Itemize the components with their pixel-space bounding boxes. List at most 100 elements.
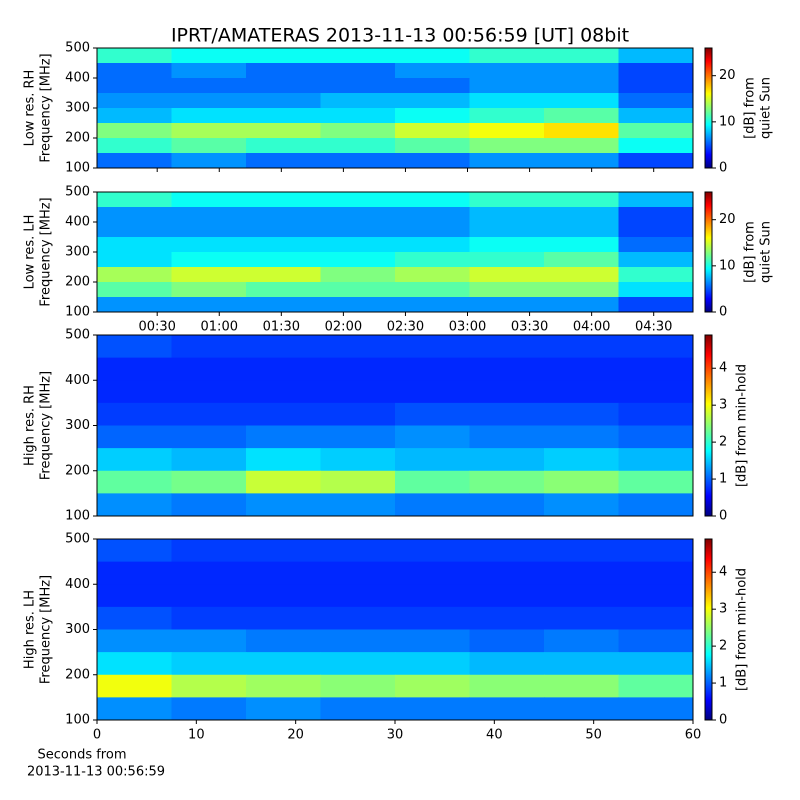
heatmap-cell bbox=[618, 335, 694, 359]
heatmap-cell bbox=[395, 539, 470, 563]
heatmap-cell bbox=[469, 297, 545, 313]
heatmap-cell bbox=[395, 222, 470, 238]
heatmap-cell bbox=[246, 63, 321, 79]
heatmap-cell bbox=[618, 222, 694, 238]
heatmap-cell bbox=[618, 297, 694, 313]
heatmap-cell bbox=[320, 652, 396, 676]
heatmap-cell bbox=[618, 78, 694, 94]
heatmap-cell bbox=[246, 606, 321, 630]
heatmap-cell bbox=[618, 652, 694, 676]
heatmap-cell bbox=[469, 252, 545, 268]
heatmap-cell bbox=[618, 207, 694, 223]
heatmap-cell bbox=[395, 93, 470, 109]
heatmap-cell bbox=[618, 108, 694, 124]
heatmap-cell bbox=[395, 153, 470, 169]
heatmap-cell bbox=[618, 48, 694, 64]
heatmap-cell bbox=[544, 652, 619, 676]
colorbar-tick-label: 0 bbox=[719, 161, 727, 176]
heatmap-cell bbox=[97, 138, 172, 154]
heatmap-cell bbox=[320, 297, 396, 313]
heatmap-cell bbox=[97, 335, 172, 359]
heatmap-cell bbox=[544, 153, 619, 169]
heatmap-cell bbox=[544, 493, 619, 517]
heatmap-cell bbox=[97, 697, 172, 721]
y-axis-label: Frequency [MHz] bbox=[39, 371, 54, 480]
heatmap-cell bbox=[469, 63, 545, 79]
heatmap-cell bbox=[544, 470, 619, 494]
y-axis-label: Frequency [MHz] bbox=[39, 197, 54, 306]
y-tick-label: 300 bbox=[65, 418, 90, 433]
heatmap-cell bbox=[246, 222, 321, 238]
heatmap-cell bbox=[171, 222, 247, 238]
heatmap-cell bbox=[395, 335, 470, 359]
heatmap-cell bbox=[469, 584, 545, 608]
colorbar-tick-label: 10 bbox=[719, 114, 736, 129]
x-tick-label: 01:30 bbox=[263, 320, 300, 335]
heatmap-cell bbox=[618, 93, 694, 109]
heatmap-cell bbox=[97, 652, 172, 676]
heatmap-cell bbox=[544, 357, 619, 381]
heatmap-cell bbox=[469, 425, 545, 449]
heatmap-cell bbox=[395, 470, 470, 494]
y-axis-label: Low res. RH bbox=[23, 70, 38, 147]
heatmap-cell bbox=[618, 584, 694, 608]
heatmap-cell bbox=[395, 493, 470, 517]
heatmap-cell bbox=[246, 402, 321, 426]
x-tick-label: 50 bbox=[585, 728, 602, 743]
x-tick-label: 00:30 bbox=[138, 320, 175, 335]
colorbar-tick-label: 0 bbox=[719, 305, 727, 320]
colorbar-tick-label: 0 bbox=[719, 713, 727, 728]
heatmap-cell bbox=[544, 282, 619, 298]
heatmap-cell bbox=[395, 48, 470, 64]
y-tick-label: 300 bbox=[65, 101, 90, 116]
colorbar-tick-label: 2 bbox=[719, 435, 727, 450]
heatmap-cell bbox=[395, 108, 470, 124]
heatmap-cell bbox=[320, 252, 396, 268]
heatmap-cell bbox=[544, 425, 619, 449]
heatmap-cell bbox=[246, 539, 321, 563]
heatmap-cell bbox=[171, 584, 247, 608]
heatmap-cell bbox=[395, 584, 470, 608]
heatmap-cell bbox=[320, 267, 396, 283]
heatmap-cell bbox=[171, 297, 247, 313]
heatmap-cell bbox=[320, 448, 396, 472]
heatmap-cell bbox=[97, 207, 172, 223]
colorbar-tick-label: 2 bbox=[719, 639, 727, 654]
heatmap-cell bbox=[469, 629, 545, 653]
heatmap-cell bbox=[246, 108, 321, 124]
heatmap-cell bbox=[469, 237, 545, 253]
heatmap-cell bbox=[171, 192, 247, 208]
heatmap-cell bbox=[469, 222, 545, 238]
heatmap-cell bbox=[246, 138, 321, 154]
heatmap-cell bbox=[469, 93, 545, 109]
heatmap-cell bbox=[395, 425, 470, 449]
heatmap-cell bbox=[395, 380, 470, 404]
heatmap-cell bbox=[469, 493, 545, 517]
heatmap-cell bbox=[395, 297, 470, 313]
heatmap-cell bbox=[246, 584, 321, 608]
colorbar-tick-label: 3 bbox=[719, 398, 727, 413]
heatmap-cell bbox=[320, 123, 396, 139]
y-tick-label: 200 bbox=[65, 131, 90, 146]
x-tick-label: 0 bbox=[93, 728, 101, 743]
heatmap-cell bbox=[246, 335, 321, 359]
colorbar bbox=[704, 47, 713, 169]
heatmap-cell bbox=[97, 402, 172, 426]
heatmap-cell bbox=[320, 78, 396, 94]
x-tick-label: 10 bbox=[188, 728, 205, 743]
heatmap-cell bbox=[320, 674, 396, 698]
heatmap-cell bbox=[246, 652, 321, 676]
heatmap-cell bbox=[97, 63, 172, 79]
heatmap-cell bbox=[469, 652, 545, 676]
heatmap-cell bbox=[618, 357, 694, 381]
heatmap-cell bbox=[618, 425, 694, 449]
heatmap-cell bbox=[395, 267, 470, 283]
heatmap-cell bbox=[469, 539, 545, 563]
colorbar-label: [dB] from bbox=[743, 221, 758, 283]
colorbar-tick-label: 10 bbox=[719, 258, 736, 273]
heatmap-cell bbox=[246, 48, 321, 64]
heatmap-cell bbox=[97, 561, 172, 585]
colorbar-tick-label: 4 bbox=[719, 565, 727, 580]
heatmap-cell bbox=[544, 380, 619, 404]
colorbar-tick-label: 1 bbox=[719, 472, 727, 487]
